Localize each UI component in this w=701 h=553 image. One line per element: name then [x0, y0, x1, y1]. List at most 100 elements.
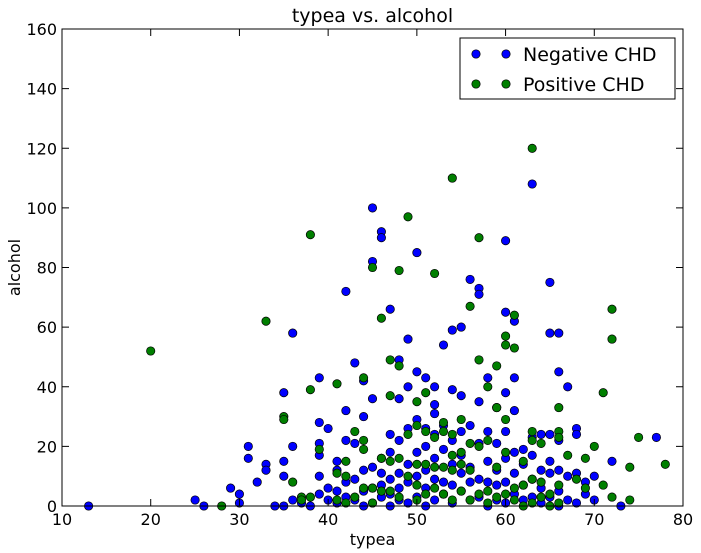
data-point: [456, 414, 466, 425]
data-point: [288, 441, 298, 451]
chart-title: typea vs. alcohol: [292, 5, 453, 27]
data-point: [563, 495, 573, 505]
data-point: [545, 456, 555, 466]
data-point: [474, 489, 484, 499]
data-point: [421, 388, 431, 398]
data-point: [456, 468, 466, 478]
y-tick-label: 100: [26, 199, 57, 218]
data-point: [412, 420, 422, 431]
legend-label: Negative CHD: [523, 44, 657, 66]
data-point: [501, 447, 511, 457]
data-point: [536, 429, 546, 439]
data-point: [554, 328, 564, 338]
data-point: [447, 495, 457, 505]
data-point: [501, 388, 511, 398]
y-tick-label: 20: [37, 437, 57, 456]
data-point: [465, 495, 475, 505]
data-point: [447, 465, 457, 475]
data-point: [314, 373, 324, 383]
data-point: [394, 394, 404, 404]
data-point: [527, 179, 537, 189]
series-positive-chd: [146, 143, 670, 511]
data-point: [474, 397, 484, 407]
data-point: [438, 444, 449, 454]
data-point: [571, 429, 582, 439]
data-point: [234, 489, 244, 499]
data-point: [465, 465, 475, 475]
data-point: [421, 441, 431, 451]
data-point: [527, 426, 537, 437]
data-point: [190, 495, 200, 505]
legend: Negative CHD Positive CHD: [459, 37, 676, 100]
data-point: [350, 426, 360, 437]
data-point: [518, 444, 528, 454]
data-point: [243, 453, 253, 463]
x-tick-label: 80: [673, 510, 693, 529]
data-point: [456, 391, 466, 401]
data-point: [288, 477, 298, 487]
data-point: [456, 322, 466, 332]
data-point: [660, 459, 670, 469]
data-point: [323, 483, 333, 493]
data-point: [421, 426, 431, 437]
x-tick-label: 10: [52, 510, 72, 529]
data-point: [509, 447, 519, 457]
data-point: [456, 459, 466, 469]
data-point: [385, 456, 395, 466]
data-point: [394, 453, 404, 463]
data-point: [385, 474, 395, 484]
data-point: [430, 483, 440, 493]
x-tick-label: 60: [495, 510, 515, 529]
y-tick-label: 140: [26, 80, 57, 99]
data-point: [474, 441, 484, 451]
data-point: [394, 468, 404, 478]
data-point: [438, 340, 449, 350]
data-point: [501, 426, 511, 437]
y-tick-label: 160: [26, 20, 57, 39]
data-point: [474, 355, 484, 365]
data-point: [261, 465, 271, 475]
data-point: [412, 367, 422, 377]
data-point: [385, 355, 395, 365]
data-point: [483, 426, 493, 437]
data-point: [385, 429, 395, 439]
data-point: [359, 373, 369, 383]
data-point: [146, 346, 156, 356]
y-tick-label: 60: [37, 318, 57, 337]
legend-marker: [471, 79, 481, 89]
data-point: [554, 432, 564, 442]
x-tick-label: 30: [229, 510, 249, 529]
y-tick-label: 80: [37, 259, 57, 278]
y-tick-label: 0: [47, 497, 57, 516]
data-point: [607, 456, 617, 466]
data-point: [571, 474, 582, 484]
data-point: [350, 492, 360, 502]
data-point: [403, 459, 413, 469]
data-point: [536, 492, 546, 502]
data-point: [430, 400, 440, 410]
data-point: [261, 316, 271, 326]
data-point: [509, 468, 519, 478]
data-point: [580, 453, 590, 463]
data-point: [341, 498, 351, 508]
y-tick-label: 120: [26, 139, 57, 158]
data-point: [492, 480, 502, 490]
data-point: [305, 385, 315, 395]
data-point: [367, 394, 378, 404]
data-point: [483, 456, 493, 466]
data-point: [438, 417, 449, 428]
data-point: [385, 447, 395, 457]
data-point: [412, 248, 422, 258]
data-point: [421, 489, 431, 499]
y-axis: 0 20 40 60 80 100 120 140 160: [26, 20, 683, 516]
data-point: [403, 429, 413, 439]
legend-marker: [501, 49, 511, 59]
data-point: [394, 483, 404, 493]
data-point: [554, 367, 564, 377]
data-point: [545, 429, 555, 439]
data-point: [598, 480, 608, 490]
data-point: [385, 486, 395, 496]
data-point: [501, 307, 511, 317]
data-point: [305, 230, 315, 240]
data-point: [456, 486, 466, 496]
